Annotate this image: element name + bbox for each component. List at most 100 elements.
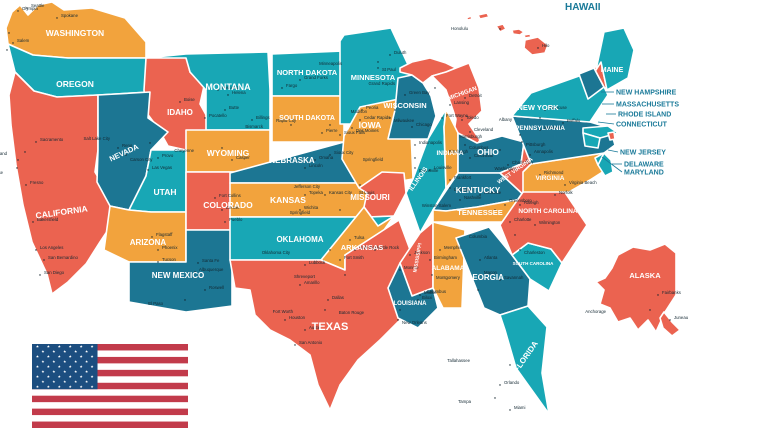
svg-text:OREGON: OREGON xyxy=(56,79,94,89)
svg-text:OHIO: OHIO xyxy=(477,147,499,157)
svg-text:Salt Lake City: Salt Lake City xyxy=(83,136,110,141)
svg-text:Columbia: Columbia xyxy=(469,234,488,239)
svg-text:Annapolis: Annapolis xyxy=(534,149,553,154)
svg-text:HAWAII: HAWAII xyxy=(565,2,601,13)
svg-text:Springfield: Springfield xyxy=(363,157,384,162)
svg-text:Los Angeles: Los Angeles xyxy=(40,245,63,250)
svg-text:Harrisburgh: Harrisburgh xyxy=(460,134,483,139)
svg-text:Tampa: Tampa xyxy=(458,399,472,404)
svg-text:VIRGINIA: VIRGINIA xyxy=(536,175,565,182)
svg-text:ARKANSAS: ARKANSAS xyxy=(341,243,384,252)
svg-text:Tucson: Tucson xyxy=(162,257,177,262)
svg-text:Seattle: Seattle xyxy=(31,3,45,8)
svg-text:Raleigh: Raleigh xyxy=(524,200,539,205)
svg-text:Virginia Beach: Virginia Beach xyxy=(569,180,597,185)
svg-text:Dallas: Dallas xyxy=(332,295,344,300)
svg-text:El Paso: El Paso xyxy=(148,301,163,306)
svg-text:New Orleans: New Orleans xyxy=(402,320,427,325)
svg-text:MAINE: MAINE xyxy=(601,67,624,74)
svg-text:KANSAS: KANSAS xyxy=(270,195,306,205)
svg-text:Fort Smith: Fort Smith xyxy=(344,255,364,260)
svg-text:Sacramento: Sacramento xyxy=(40,137,64,142)
svg-text:Anchorage: Anchorage xyxy=(585,309,606,314)
svg-text:Birmingham: Birmingham xyxy=(434,255,457,260)
svg-text:Cleveland: Cleveland xyxy=(474,127,494,132)
svg-text:NORTH DAKOTA: NORTH DAKOTA xyxy=(277,68,338,77)
svg-text:TENNESSEE: TENNESSEE xyxy=(457,208,502,217)
svg-text:Wilmington: Wilmington xyxy=(539,220,561,225)
svg-text:Charlotte: Charlotte xyxy=(514,217,532,222)
svg-text:TEXAS: TEXAS xyxy=(312,321,349,333)
svg-text:Provo: Provo xyxy=(162,153,174,158)
svg-text:MINNESOTA: MINNESOTA xyxy=(351,73,396,82)
svg-text:Hilo: Hilo xyxy=(542,43,550,48)
svg-text:Fort Worth: Fort Worth xyxy=(273,309,294,314)
svg-text:San Bernardino: San Bernardino xyxy=(48,255,78,260)
svg-text:Fort Collins: Fort Collins xyxy=(219,193,241,198)
svg-text:Jefferson City: Jefferson City xyxy=(294,184,321,189)
svg-text:Milwaukee: Milwaukee xyxy=(394,118,415,123)
svg-text:Columbus: Columbus xyxy=(427,289,446,294)
svg-text:Frankfort: Frankfort xyxy=(454,175,472,180)
svg-text:Pierre: Pierre xyxy=(326,128,338,133)
svg-text:NEW JERSEY: NEW JERSEY xyxy=(620,150,666,157)
svg-text:Memphis: Memphis xyxy=(444,245,461,250)
svg-text:Oklahoma City: Oklahoma City xyxy=(262,250,291,255)
svg-text:Fairbanks: Fairbanks xyxy=(662,290,681,295)
svg-text:Albany: Albany xyxy=(499,117,513,122)
svg-text:WASHINGTON: WASHINGTON xyxy=(46,28,104,38)
svg-text:Topeka: Topeka xyxy=(309,190,323,195)
svg-text:San Diego: San Diego xyxy=(44,270,65,275)
svg-text:Honolulu: Honolulu xyxy=(451,26,469,31)
svg-text:Boise: Boise xyxy=(184,97,195,102)
svg-text:Buffalo: Buffalo xyxy=(567,118,581,123)
svg-text:LOUISIANA: LOUISIANA xyxy=(394,301,428,307)
svg-text:Bismarck: Bismarck xyxy=(245,124,264,129)
svg-text:Kansas City: Kansas City xyxy=(329,190,353,195)
svg-text:Miami: Miami xyxy=(514,405,526,410)
svg-text:Salem: Salem xyxy=(17,38,30,43)
svg-text:NORTH CAROLINA: NORTH CAROLINA xyxy=(518,208,578,215)
svg-text:Amarillo: Amarillo xyxy=(304,280,320,285)
svg-text:NEW MEXICO: NEW MEXICO xyxy=(152,271,204,280)
svg-text:Green Bay: Green Bay xyxy=(409,90,430,95)
svg-text:Biloxi: Biloxi xyxy=(422,295,432,300)
svg-text:WISCONSIN: WISCONSIN xyxy=(383,101,426,110)
svg-text:Baton Rouge: Baton Rouge xyxy=(339,310,365,315)
svg-text:Juneau: Juneau xyxy=(674,315,689,320)
svg-text:St Paul: St Paul xyxy=(382,67,396,72)
svg-text:Las Vegas: Las Vegas xyxy=(152,165,172,170)
svg-text:ARIZONA: ARIZONA xyxy=(130,238,167,247)
svg-text:Madison: Madison xyxy=(351,109,368,114)
svg-text:Sioux City: Sioux City xyxy=(334,150,354,155)
svg-text:GEORGIA: GEORGIA xyxy=(466,273,504,282)
svg-text:WYOMING: WYOMING xyxy=(207,148,250,158)
svg-text:Carson City: Carson City xyxy=(130,157,153,162)
svg-text:Billings: Billings xyxy=(256,115,270,120)
svg-text:Houston: Houston xyxy=(289,315,306,320)
svg-text:Springfield: Springfield xyxy=(290,210,311,215)
svg-text:Minneapolis: Minneapolis xyxy=(319,61,342,66)
svg-text:Oakland: Oakland xyxy=(0,151,8,156)
svg-text:Fargo: Fargo xyxy=(286,83,298,88)
svg-text:Montgomery: Montgomery xyxy=(436,275,461,280)
svg-text:MISSOURI: MISSOURI xyxy=(350,193,390,202)
svg-text:Cheyenne: Cheyenne xyxy=(174,148,194,153)
svg-text:Spokane: Spokane xyxy=(61,13,79,18)
svg-text:Winston-Salem: Winston-Salem xyxy=(422,203,452,208)
svg-text:UTAH: UTAH xyxy=(154,187,177,197)
svg-text:Savannah: Savannah xyxy=(504,275,524,280)
svg-text:San Antonio: San Antonio xyxy=(299,340,323,345)
svg-text:OKLAHOMA: OKLAHOMA xyxy=(276,235,323,244)
svg-text:ALASKA: ALASKA xyxy=(629,271,661,280)
svg-text:Lansing: Lansing xyxy=(454,100,470,105)
svg-text:NEBRASKA: NEBRASKA xyxy=(269,156,315,165)
svg-text:MASSACHUSETTS: MASSACHUSETTS xyxy=(616,102,679,109)
svg-text:SOUTH CAROLINA: SOUTH CAROLINA xyxy=(513,261,554,266)
svg-text:Louisville: Louisville xyxy=(434,165,452,170)
svg-text:IDAHO: IDAHO xyxy=(167,108,193,117)
svg-text:MONTANA: MONTANA xyxy=(205,82,251,92)
svg-text:SOUTH DAKOTA: SOUTH DAKOTA xyxy=(279,115,335,122)
svg-text:Orlando: Orlando xyxy=(504,380,520,385)
svg-text:Chicago: Chicago xyxy=(416,122,432,127)
